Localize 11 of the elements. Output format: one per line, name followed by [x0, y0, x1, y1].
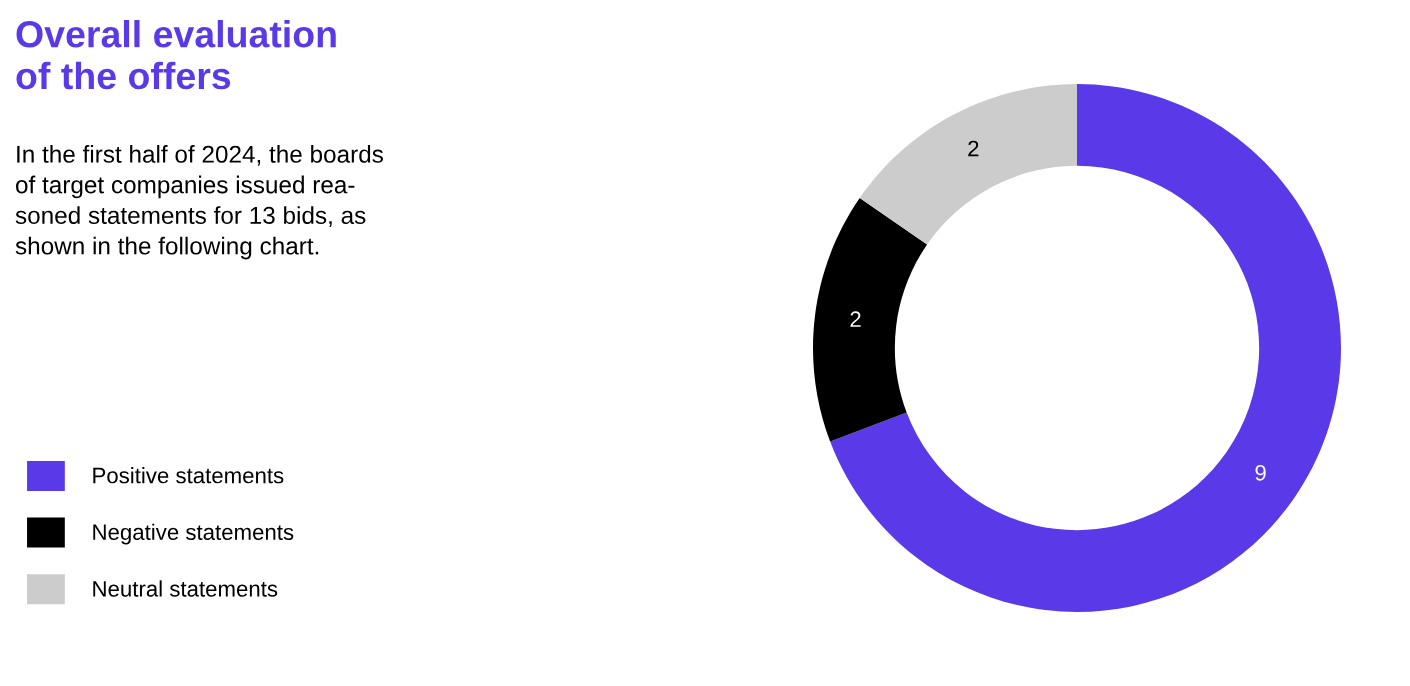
- chart-title: Overall evaluation of the offers: [16, 20, 336, 90]
- legend-label: Neutral statements: [93, 580, 278, 597]
- donut-slice: [813, 198, 928, 442]
- legend-label: Negative statements: [93, 523, 294, 545]
- donut-slice: [859, 84, 1077, 245]
- data-label: 9: [1255, 464, 1266, 481]
- text: In the first half of 2024, the boards of target companies issued rea- soned statements for 13 bids, as shown in the following chart.: [15, 145, 383, 260]
- donut-slice: [830, 84, 1341, 612]
- data-label: 2: [850, 311, 861, 327]
- legend-label: Positive statements: [93, 467, 284, 484]
- data-label: 2: [968, 140, 979, 157]
